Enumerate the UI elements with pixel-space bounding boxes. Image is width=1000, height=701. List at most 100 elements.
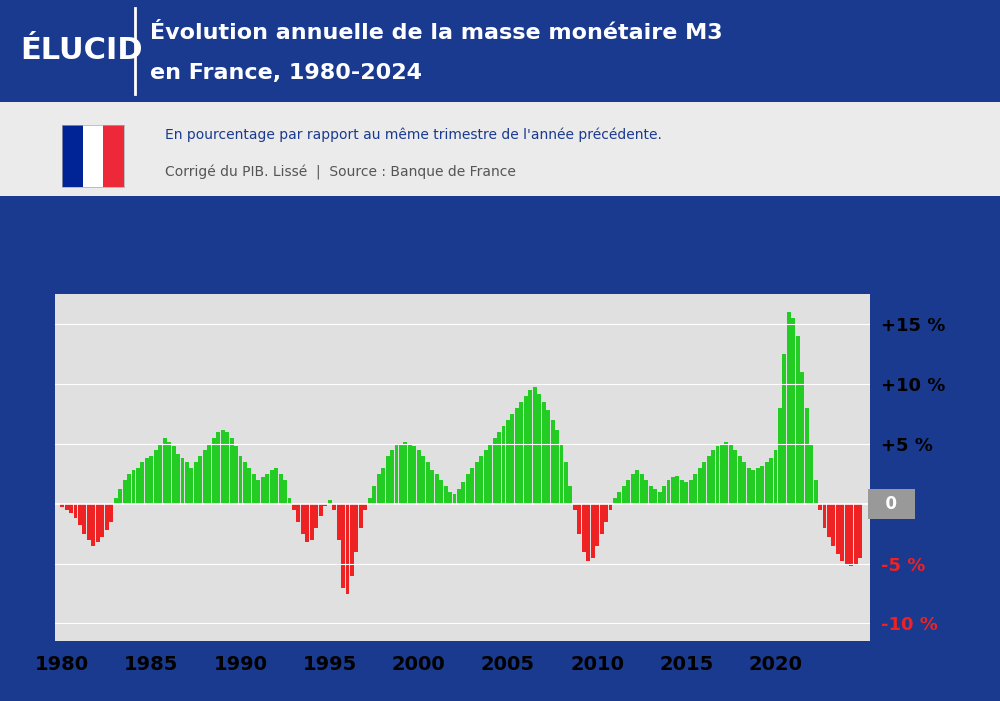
Bar: [733, 450, 737, 504]
Bar: [814, 480, 818, 504]
Bar: [225, 432, 229, 504]
Bar: [609, 504, 612, 510]
Bar: [181, 458, 184, 504]
Bar: [617, 492, 621, 504]
Bar: [551, 420, 555, 504]
Bar: [774, 450, 777, 504]
Bar: [337, 504, 341, 540]
Bar: [103, 125, 124, 187]
Bar: [568, 486, 572, 504]
Bar: [296, 504, 300, 522]
Bar: [439, 480, 443, 504]
Text: 0: 0: [874, 495, 909, 513]
Bar: [782, 354, 786, 504]
Bar: [301, 504, 305, 533]
Bar: [791, 318, 795, 504]
Bar: [319, 504, 323, 516]
Bar: [595, 504, 599, 545]
Bar: [586, 504, 590, 562]
Bar: [519, 402, 523, 504]
Bar: [716, 447, 719, 504]
Bar: [488, 444, 492, 504]
Bar: [381, 468, 385, 504]
Bar: [457, 489, 461, 504]
Bar: [461, 482, 465, 504]
Bar: [689, 480, 693, 504]
Bar: [667, 480, 670, 504]
Bar: [827, 504, 831, 537]
Bar: [127, 474, 131, 504]
Bar: [408, 444, 412, 504]
Bar: [622, 486, 626, 504]
Bar: [707, 456, 711, 504]
Text: en France, 1980-2024: en France, 1980-2024: [150, 63, 422, 83]
Bar: [564, 462, 568, 504]
Bar: [849, 504, 853, 566]
Bar: [640, 474, 644, 504]
Bar: [493, 438, 497, 504]
Bar: [582, 504, 586, 552]
Bar: [453, 494, 456, 504]
Bar: [560, 444, 563, 504]
Bar: [167, 442, 171, 504]
Bar: [377, 474, 381, 504]
Bar: [769, 458, 773, 504]
Bar: [140, 462, 144, 504]
Bar: [216, 432, 220, 504]
Bar: [546, 411, 550, 504]
Bar: [359, 504, 363, 528]
Bar: [778, 408, 782, 504]
Bar: [158, 444, 162, 504]
Bar: [738, 456, 742, 504]
Bar: [537, 394, 541, 504]
Bar: [145, 458, 149, 504]
Bar: [163, 438, 167, 504]
Bar: [760, 465, 764, 504]
Bar: [729, 444, 733, 504]
Bar: [831, 504, 835, 545]
Bar: [680, 480, 684, 504]
Bar: [702, 462, 706, 504]
Bar: [69, 504, 73, 513]
Bar: [65, 504, 69, 510]
Bar: [372, 486, 376, 504]
Bar: [109, 504, 113, 522]
Bar: [234, 447, 238, 504]
Bar: [399, 444, 403, 504]
Bar: [279, 474, 283, 504]
Bar: [368, 498, 372, 504]
Bar: [479, 456, 483, 504]
Bar: [118, 489, 122, 504]
Bar: [510, 414, 514, 504]
Bar: [524, 396, 528, 504]
Bar: [136, 468, 140, 504]
Bar: [314, 504, 318, 528]
Bar: [83, 125, 103, 187]
Text: ÉLUCID: ÉLUCID: [20, 36, 143, 65]
Bar: [600, 504, 604, 533]
Bar: [132, 470, 135, 504]
Bar: [114, 498, 118, 504]
Bar: [649, 486, 653, 504]
Bar: [363, 504, 367, 510]
Bar: [756, 468, 760, 504]
Bar: [332, 504, 336, 510]
Bar: [243, 462, 247, 504]
Bar: [497, 432, 501, 504]
Bar: [426, 462, 430, 504]
Bar: [172, 447, 176, 504]
Bar: [662, 486, 666, 504]
Bar: [105, 504, 109, 530]
Bar: [533, 386, 537, 504]
Bar: [78, 504, 82, 525]
Bar: [591, 504, 595, 558]
Bar: [310, 504, 314, 540]
Bar: [386, 456, 390, 504]
Bar: [747, 468, 751, 504]
Bar: [528, 390, 532, 504]
Bar: [506, 420, 510, 504]
Bar: [354, 504, 358, 552]
Bar: [288, 498, 291, 504]
Bar: [203, 450, 207, 504]
Bar: [573, 504, 577, 510]
